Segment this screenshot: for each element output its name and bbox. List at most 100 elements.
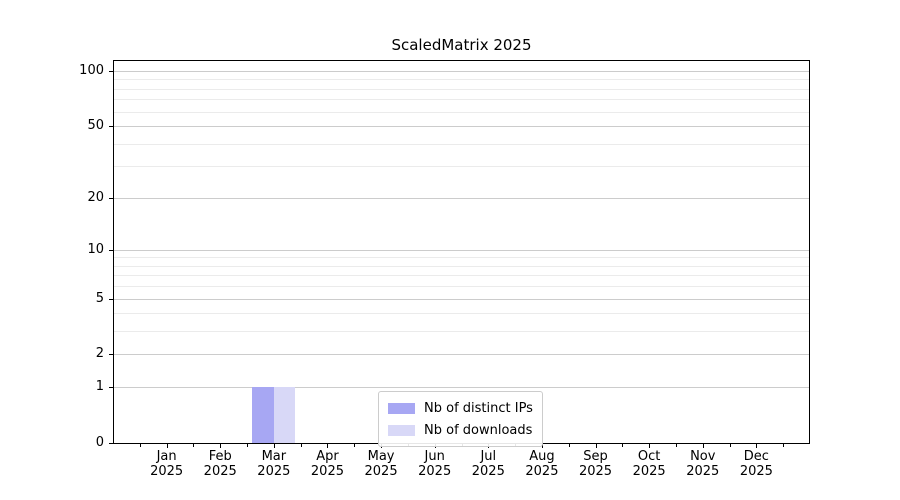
x-tick-mark-sep <box>595 444 597 448</box>
y-tick-label-1: 1 <box>95 379 104 395</box>
x-minor-tick-0 <box>139 444 141 447</box>
x-tick-label-jun: Jun 2025 <box>405 449 465 479</box>
x-tick-label-jan: Jan 2025 <box>137 449 197 479</box>
x-tick-month: Aug <box>529 449 555 464</box>
x-tick-label-apr: Apr 2025 <box>297 449 357 479</box>
legend-label-downloads: Nb of downloads <box>424 422 533 438</box>
gridline-y-30 <box>114 166 809 167</box>
x-tick-year: 2025 <box>150 464 184 479</box>
x-tick-year: 2025 <box>525 464 559 479</box>
gridline-y-50 <box>114 126 809 127</box>
gridline-y-10 <box>114 250 809 251</box>
y-tick-label-2: 2 <box>95 346 104 362</box>
x-tick-year: 2025 <box>686 464 720 479</box>
y-tick-mark-100 <box>109 71 113 72</box>
x-tick-label-may: May 2025 <box>351 449 411 479</box>
y-tick-label-50: 50 <box>87 118 104 134</box>
y-tick-mark-50 <box>109 126 113 127</box>
x-tick-month: Mar <box>261 449 287 464</box>
x-tick-year: 2025 <box>471 464 505 479</box>
y-tick-label-20: 20 <box>87 189 104 205</box>
x-minor-tick-9 <box>622 444 624 447</box>
x-tick-label-mar: Mar 2025 <box>244 449 304 479</box>
gridline-y-80 <box>114 89 809 90</box>
x-tick-label-oct: Oct 2025 <box>619 449 679 479</box>
gridline-y-8 <box>114 266 809 267</box>
x-minor-tick-4 <box>354 444 356 447</box>
y-tick-label-0: 0 <box>95 435 104 450</box>
x-minor-tick-12 <box>783 444 785 447</box>
x-tick-year: 2025 <box>364 464 398 479</box>
x-minor-tick-8 <box>568 444 570 447</box>
x-minor-tick-1 <box>193 444 195 447</box>
x-tick-month: Jan <box>156 449 177 464</box>
plot-area: Nb of distinct IPs Nb of downloads <box>113 60 810 447</box>
x-tick-label-nov: Nov 2025 <box>673 449 733 479</box>
x-tick-year: 2025 <box>418 464 452 479</box>
x-tick-month: Oct <box>637 449 661 464</box>
x-tick-year: 2025 <box>632 464 666 479</box>
y-tick-mark-0 <box>109 443 113 444</box>
x-tick-month: Dec <box>743 449 769 464</box>
x-tick-month: Feb <box>208 449 232 464</box>
legend: Nb of distinct IPs Nb of downloads <box>378 391 543 447</box>
x-minor-tick-11 <box>729 444 731 447</box>
x-tick-label-aug: Aug 2025 <box>512 449 572 479</box>
gridline-y-20 <box>114 198 809 199</box>
gridline-y-40 <box>114 144 809 145</box>
gridline-y-4 <box>114 313 809 314</box>
y-tick-label-5: 5 <box>95 290 104 306</box>
gridline-y-70 <box>114 99 809 100</box>
gridline-y-1 <box>114 387 809 388</box>
gridline-y-2 <box>114 354 809 355</box>
x-tick-year: 2025 <box>203 464 237 479</box>
gridline-y-5 <box>114 299 809 300</box>
x-tick-mark-nov <box>702 444 704 448</box>
x-tick-mark-dec <box>756 444 758 448</box>
x-tick-month: Sep <box>583 449 608 464</box>
y-tick-mark-20 <box>109 198 113 199</box>
x-tick-month: Apr <box>316 449 339 464</box>
legend-swatch-downloads <box>388 424 415 436</box>
x-tick-mark-aug <box>541 444 543 448</box>
y-tick-label-100: 100 <box>79 63 104 78</box>
gridline-y-3 <box>114 331 809 332</box>
x-tick-label-sep: Sep 2025 <box>566 449 626 479</box>
legend-swatch-distinct-ips <box>388 402 415 414</box>
y-tick-mark-1 <box>109 387 113 388</box>
y-tick-mark-10 <box>109 250 113 251</box>
x-minor-tick-3 <box>300 444 302 447</box>
x-tick-mark-oct <box>649 444 651 448</box>
gridline-y-60 <box>114 112 809 113</box>
y-tick-mark-5 <box>109 299 113 300</box>
x-tick-month: Nov <box>690 449 716 464</box>
x-tick-year: 2025 <box>310 464 344 479</box>
legend-label-distinct-ips: Nb of distinct IPs <box>424 400 533 416</box>
x-tick-mark-mar <box>273 444 275 448</box>
legend-item-downloads: Nb of downloads <box>388 419 533 441</box>
x-tick-label-dec: Dec 2025 <box>726 449 786 479</box>
x-minor-tick-2 <box>247 444 249 447</box>
legend-item-distinct-ips: Nb of distinct IPs <box>388 397 533 419</box>
gridline-y-6 <box>114 286 809 287</box>
gridline-y-100 <box>114 71 809 72</box>
y-tick-label-10: 10 <box>87 241 104 257</box>
x-tick-year: 2025 <box>257 464 291 479</box>
x-tick-mark-jan <box>166 444 168 448</box>
bar-mar-downloads <box>273 387 296 443</box>
x-tick-label-feb: Feb 2025 <box>190 449 250 479</box>
gridline-y-7 <box>114 275 809 276</box>
y-tick-mark-2 <box>109 354 113 355</box>
x-tick-month: Jun <box>424 449 445 464</box>
x-tick-label-jul: Jul 2025 <box>458 449 518 479</box>
gridline-y-9 <box>114 257 809 258</box>
x-tick-month: May <box>367 449 395 464</box>
x-tick-year: 2025 <box>578 464 613 479</box>
gridline-y-90 <box>114 79 809 80</box>
chart-title: ScaledMatrix 2025 <box>391 36 532 54</box>
x-tick-mark-feb <box>220 444 222 448</box>
x-tick-month: Jul <box>480 449 497 464</box>
x-minor-tick-10 <box>675 444 677 447</box>
bar-mar-distinct-ips <box>252 387 274 443</box>
